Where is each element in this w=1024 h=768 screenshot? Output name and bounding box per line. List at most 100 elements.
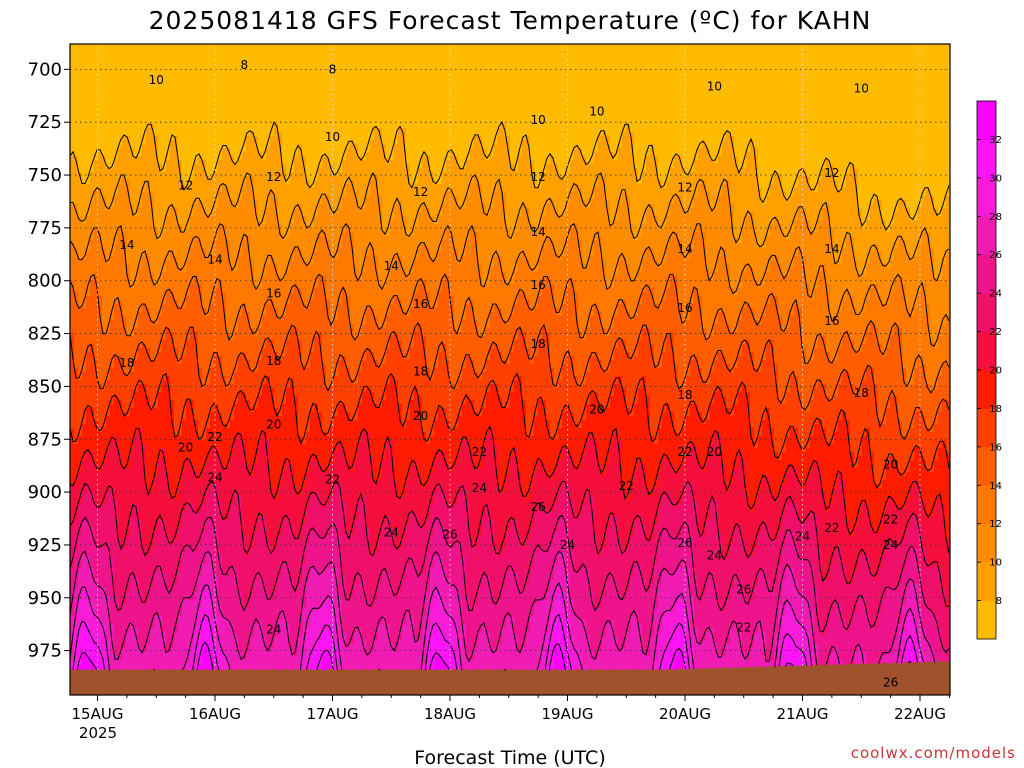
temperature-cell — [86, 416, 91, 421]
temperature-cell — [150, 48, 155, 53]
temperature-cell — [86, 252, 91, 257]
temperature-cell — [190, 260, 195, 265]
temperature-cell — [158, 60, 163, 65]
temperature-cell — [102, 296, 107, 301]
temperature-cell — [90, 336, 95, 341]
temperature-cell — [158, 320, 163, 325]
temperature-cell — [142, 288, 147, 293]
temperature-cell — [122, 188, 127, 193]
temperature-cell — [114, 316, 119, 321]
temperature-cell — [158, 508, 163, 513]
temperature-cell — [186, 588, 191, 593]
temperature-cell — [162, 492, 167, 497]
temperature-cell — [122, 76, 127, 81]
temperature-cell — [178, 48, 183, 53]
temperature-cell — [186, 128, 191, 133]
temperature-cell — [166, 136, 171, 141]
temperature-cell — [142, 372, 147, 377]
temperature-cell — [122, 296, 127, 301]
temperature-cell — [118, 580, 123, 585]
temperature-cell — [138, 160, 143, 165]
temperature-cell — [106, 576, 111, 581]
temperature-cell — [142, 396, 147, 401]
temperature-cell — [190, 152, 195, 157]
temperature-cell — [142, 240, 147, 245]
temperature-cell — [158, 204, 163, 209]
temperature-cell — [186, 148, 191, 153]
temperature-cell — [118, 256, 123, 261]
temperature-cell — [146, 172, 151, 177]
temperature-cell — [82, 608, 87, 613]
temperature-cell — [90, 88, 95, 93]
temperature-cell — [90, 504, 95, 509]
temperature-cell — [114, 636, 119, 641]
temperature-cell — [178, 72, 183, 77]
temperature-cell — [98, 56, 103, 61]
temperature-cell — [82, 348, 87, 353]
temperature-cell — [182, 572, 187, 577]
temperature-cell — [150, 252, 155, 257]
temperature-cell — [98, 144, 103, 149]
temperature-cell — [82, 472, 87, 477]
temperature-cell — [166, 628, 171, 633]
temperature-cell — [146, 280, 151, 285]
temperature-cell — [86, 424, 91, 429]
temperature-cell — [170, 512, 175, 517]
temperature-cell — [178, 592, 183, 597]
temperature-cell — [182, 568, 187, 573]
temperature-cell — [102, 528, 107, 533]
temperature-cell — [186, 560, 191, 565]
temperature-cell — [118, 380, 123, 385]
temperature-cell — [146, 104, 151, 109]
temperature-cell — [186, 72, 191, 77]
temperature-cell — [86, 432, 91, 437]
temperature-cell — [150, 288, 155, 293]
temperature-cell — [182, 332, 187, 337]
temperature-cell — [130, 288, 135, 293]
temperature-cell — [138, 616, 143, 621]
temperature-cell — [178, 100, 183, 105]
temperature-cell — [126, 156, 131, 161]
temperature-cell — [142, 400, 147, 405]
temperature-cell — [130, 216, 135, 221]
temperature-cell — [170, 164, 175, 169]
temperature-cell — [174, 388, 179, 393]
temperature-cell — [178, 596, 183, 601]
temperature-cell — [166, 576, 171, 581]
temperature-cell — [162, 432, 167, 437]
temperature-cell — [86, 88, 91, 93]
temperature-cell — [190, 348, 195, 353]
temperature-cell — [178, 312, 183, 317]
temperature-cell — [130, 72, 135, 77]
temperature-cell — [166, 464, 171, 469]
temperature-cell — [130, 136, 135, 141]
temperature-cell — [186, 96, 191, 101]
temperature-cell — [150, 424, 155, 429]
temperature-cell — [134, 172, 139, 177]
temperature-cell — [134, 560, 139, 565]
temperature-cell — [170, 188, 175, 193]
temperature-cell — [90, 112, 95, 117]
temperature-cell — [154, 172, 159, 177]
temperature-cell — [114, 252, 119, 257]
temperature-cell — [162, 244, 167, 249]
temperature-cell — [138, 620, 143, 625]
temperature-cell — [118, 324, 123, 329]
temperature-cell — [166, 116, 171, 121]
temperature-cell — [126, 540, 131, 545]
temperature-cell — [142, 320, 147, 325]
temperature-cell — [154, 624, 159, 629]
temperature-cell — [114, 408, 119, 413]
temperature-cell — [130, 184, 135, 189]
temperature-cell — [162, 360, 167, 365]
temperature-cell — [126, 44, 131, 49]
temperature-cell — [122, 564, 127, 569]
temperature-cell — [166, 196, 171, 201]
temperature-cell — [86, 436, 91, 441]
temperature-cell — [98, 660, 103, 665]
temperature-cell — [90, 256, 95, 261]
temperature-cell — [126, 424, 131, 429]
temperature-cell — [82, 308, 87, 313]
temperature-cell — [86, 468, 91, 473]
temperature-cell — [74, 84, 79, 89]
